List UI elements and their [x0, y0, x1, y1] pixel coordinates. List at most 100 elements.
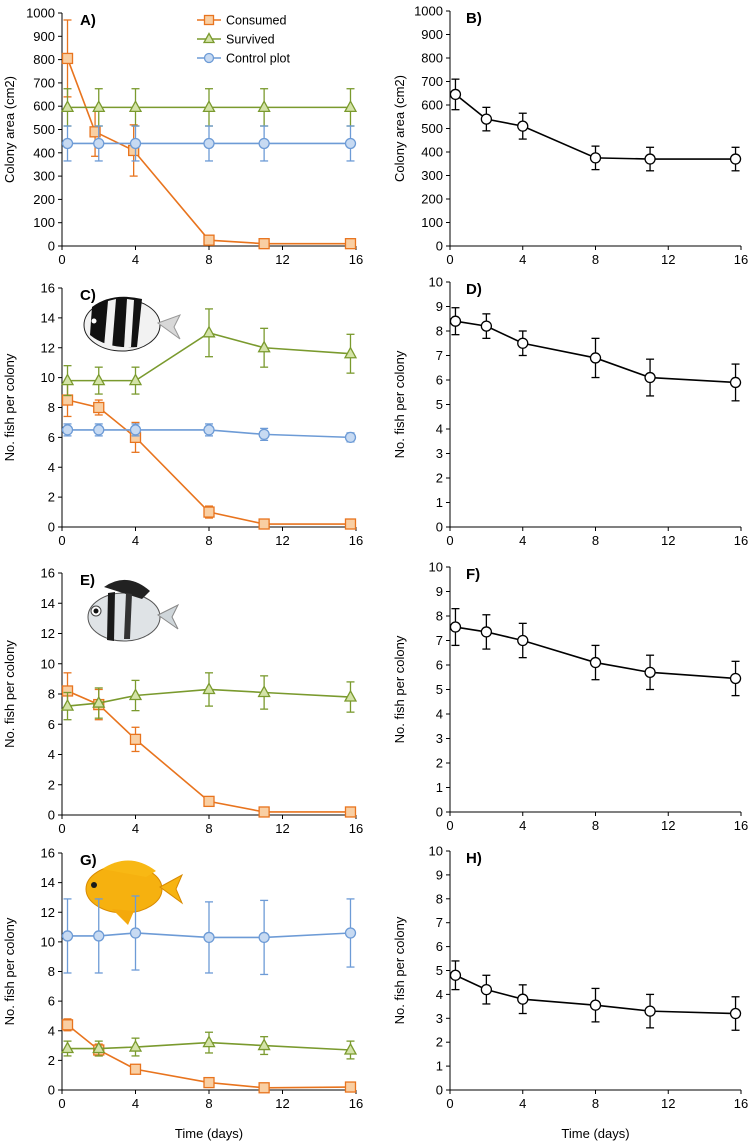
y-tick-label: 14: [41, 875, 55, 890]
y-tick-label: 0: [436, 520, 443, 535]
x-tick-label: 4: [519, 818, 526, 833]
x-tick-label: 16: [349, 533, 363, 548]
circle-marker: [93, 137, 105, 150]
legend: Consumed Survived Control plot: [197, 14, 290, 66]
fish-stripe: [124, 593, 132, 639]
panel-b: 0 100 200 300 400 500 600 700 800 900 1000 0 4 8 12 16 C…: [392, 4, 748, 268]
circle-marker: [449, 88, 462, 101]
square-marker: [344, 518, 357, 530]
y-tick-label: 8: [436, 891, 443, 906]
y-tick-label: 6: [436, 373, 443, 388]
y-tick-label: 5: [436, 682, 443, 697]
square-marker: [61, 1019, 74, 1031]
circle-marker: [729, 1007, 742, 1020]
x-tick-label: 0: [446, 818, 453, 833]
series-circle-series: [449, 307, 742, 402]
circle-marker: [517, 337, 529, 349]
panel-label: B): [466, 10, 482, 27]
panel-label: D): [466, 281, 482, 298]
x-tick-label: 16: [734, 252, 748, 267]
y-tick-label: 0: [436, 805, 443, 820]
square-marker: [203, 795, 215, 808]
circle-marker: [258, 428, 270, 441]
series-circle-series: [449, 960, 742, 1031]
series-circle-series: [61, 895, 357, 976]
y-tick-label: 1: [436, 495, 443, 510]
panel-c: 0 2 4 6 8 10 12 14 16 0 4 8 12 16 No. fish per colony C…: [2, 281, 363, 549]
legend-label: Consumed: [226, 14, 286, 28]
triangle-marker: [128, 688, 143, 701]
x-tick-label: 8: [205, 1096, 212, 1111]
x-tick-label: 4: [519, 252, 526, 267]
y-tick-label: 16: [41, 846, 55, 861]
square-marker: [203, 234, 215, 246]
y-tick-label: 6: [48, 994, 55, 1009]
y-tick-label: 400: [421, 145, 443, 160]
y-tick-label: 8: [48, 964, 55, 979]
triangle-marker: [92, 695, 106, 708]
x-tick-label: 0: [58, 533, 65, 548]
y-tick-label: 16: [41, 566, 55, 581]
y-tick-label: 10: [429, 275, 443, 290]
series-line: [455, 974, 736, 1015]
x-tick-label: 16: [734, 533, 748, 548]
circle-marker: [449, 315, 462, 327]
panel-label: F): [466, 566, 480, 583]
square-marker: [258, 806, 270, 818]
square-marker: [61, 52, 74, 65]
y-tick-label: 3: [436, 731, 443, 746]
square-marker: [129, 733, 142, 746]
series-line: [67, 690, 351, 813]
y-tick-label: 1: [436, 1059, 443, 1074]
y-tick-label: 800: [33, 52, 55, 67]
circle-marker: [129, 424, 142, 436]
x-tick-label: 4: [132, 821, 139, 836]
y-tick-label: 8: [436, 324, 443, 339]
y-tick-label: 200: [421, 192, 443, 207]
triangle-marker: [257, 685, 271, 698]
y-tick-label: 3: [436, 1011, 443, 1026]
y-tick-label: 16: [41, 281, 55, 296]
y-tick-label: 9: [436, 867, 443, 882]
y-tick-label: 12: [41, 905, 55, 920]
y-tick-label: 5: [436, 963, 443, 978]
y-tick-label: 300: [33, 169, 55, 184]
panel-e: 0 2 4 6 8 10 12 14 16 0 4 8 12 16 No. fish per colony E…: [2, 566, 363, 837]
y-tick-label: 8: [436, 609, 443, 624]
y-axis-label: Colony area (cm2): [2, 76, 17, 183]
y-tick-label: 10: [429, 560, 443, 575]
panel-label: C): [80, 287, 96, 304]
y-tick-label: 1000: [414, 4, 443, 19]
circle-marker: [344, 431, 357, 444]
circle-marker: [589, 999, 602, 1011]
triangle-marker: [60, 1041, 75, 1054]
x-axis-label: Time (days): [561, 1126, 629, 1141]
series-line: [66, 58, 351, 245]
circle-marker: [258, 137, 270, 150]
triangle-marker: [343, 1042, 358, 1055]
y-axis-label: No. fish per colony: [2, 640, 17, 748]
square-marker: [344, 1081, 357, 1093]
fish-pupil: [93, 608, 99, 614]
triangle-marker: [202, 100, 216, 113]
fish-stripe: [107, 592, 115, 641]
y-tick-label: 900: [421, 27, 443, 42]
y-tick-label: 600: [421, 98, 443, 113]
y-tick-label: 12: [41, 340, 55, 355]
circle-marker: [344, 137, 357, 150]
x-tick-label: 12: [275, 252, 289, 267]
y-tick-label: 0: [436, 239, 443, 254]
circle-marker: [517, 120, 529, 132]
panel-label: A): [80, 12, 96, 29]
x-tick-label: 4: [132, 1096, 139, 1111]
series-line: [67, 688, 351, 707]
series-control-plot: [61, 125, 357, 162]
y-tick-label: 3: [436, 446, 443, 461]
x-tick-label: 4: [132, 252, 139, 267]
square-marker: [344, 806, 357, 818]
y-tick-label: 600: [33, 99, 55, 114]
y-tick-label: 2: [436, 1035, 443, 1050]
triangle-marker: [128, 100, 143, 113]
circle-marker: [729, 672, 742, 685]
triangle-marker: [92, 1041, 106, 1054]
